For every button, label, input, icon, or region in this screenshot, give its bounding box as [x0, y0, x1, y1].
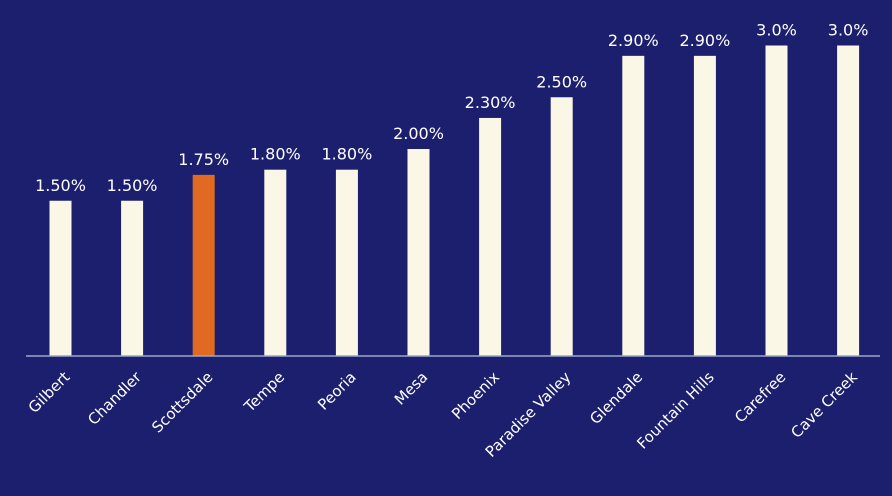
- category-label-gilbert: Gilbert: [25, 368, 74, 417]
- value-label-cave-creek: 3.0%: [828, 21, 869, 40]
- category-label-mesa: Mesa: [391, 368, 431, 408]
- category-label-glendale: Glendale: [586, 368, 646, 428]
- bar-mesa: [407, 149, 430, 356]
- value-label-carefree: 3.0%: [756, 21, 797, 40]
- value-label-scottsdale: 1.75%: [178, 150, 229, 169]
- category-labels-group: Gilbert Chandler Scottsdale Tempe Peoria Mesa…: [25, 368, 861, 461]
- category-label-scottsdale: Scottsdale: [148, 368, 216, 436]
- bar-fountain-hills: [693, 55, 716, 356]
- category-label-cave-creek: Cave Creek: [787, 368, 861, 442]
- category-label-phoenix: Phoenix: [448, 368, 503, 423]
- category-label-fountain-hills: Fountain Hills: [633, 368, 718, 453]
- bar-paradise-valley: [550, 97, 573, 356]
- value-label-tempe: 1.80%: [250, 145, 301, 164]
- value-label-paradise-valley: 2.50%: [536, 72, 587, 91]
- bar-scottsdale: [192, 174, 215, 356]
- bar-tempe: [264, 169, 287, 356]
- bar-phoenix: [479, 117, 502, 356]
- bar-glendale: [622, 55, 645, 356]
- value-label-gilbert: 1.50%: [35, 176, 86, 195]
- bar-gilbert: [49, 200, 72, 356]
- bar-peoria: [335, 169, 358, 356]
- category-label-peoria: Peoria: [314, 368, 360, 414]
- category-label-carefree: Carefree: [731, 368, 789, 426]
- bar-cave-creek: [837, 45, 860, 356]
- bars-group: [49, 45, 860, 356]
- value-labels-group: 1.50% 1.50% 1.75% 1.80% 1.80% 2.00% 2.30% 2.50%…: [35, 21, 868, 195]
- value-label-peoria: 1.80%: [321, 145, 372, 164]
- value-label-mesa: 2.00%: [393, 124, 444, 143]
- value-label-chandler: 1.50%: [107, 176, 158, 195]
- category-label-tempe: Tempe: [240, 368, 288, 416]
- value-label-phoenix: 2.30%: [465, 93, 516, 112]
- bar-carefree: [765, 45, 788, 356]
- bar-chandler: [121, 200, 144, 356]
- value-label-glendale: 2.90%: [608, 31, 659, 50]
- value-label-fountain-hills: 2.90%: [679, 31, 730, 50]
- category-label-chandler: Chandler: [84, 368, 145, 429]
